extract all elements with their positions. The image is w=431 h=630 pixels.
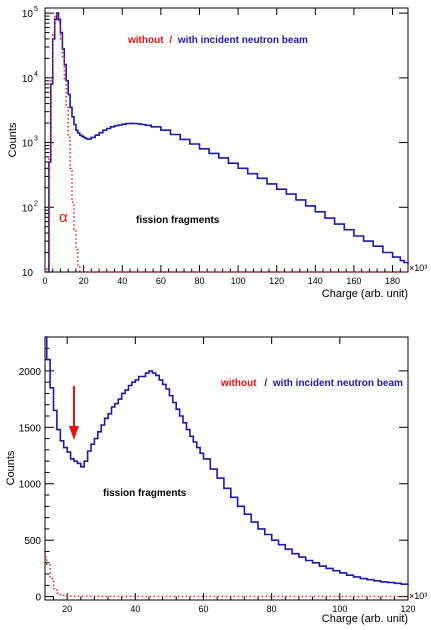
x-tick-label-bottom-0: 20 xyxy=(62,604,72,614)
x-tick-label-top-9: 180 xyxy=(385,276,400,286)
x-tick-label-top-4: 80 xyxy=(194,276,204,286)
legend-without-bottom: without xyxy=(220,378,257,389)
x-axis-label-top: Charge (arb. unit) xyxy=(322,288,408,300)
y-tick-label-top-4: 10 xyxy=(22,9,34,20)
plot-frame-bottom xyxy=(44,336,409,601)
y-tick-label-top-3: 10 xyxy=(22,74,34,85)
x-tick-label-top-2: 40 xyxy=(117,276,127,286)
y-axis-label-top: Counts xyxy=(7,122,19,157)
y-tick-label-bottom-2: 1000 xyxy=(19,480,42,491)
series-bottom-without xyxy=(45,556,408,598)
legend-without-top: without xyxy=(127,35,164,46)
y-tick-label-bottom-1: 500 xyxy=(24,536,41,547)
x-exponent-top: ×10³ xyxy=(409,263,427,273)
x-tick-label-top-0: 0 xyxy=(42,276,47,286)
legend-top: without / with incident neutron beam xyxy=(127,35,308,46)
y-tick-label-top-0: 10 xyxy=(22,268,34,279)
x-tick-label-bottom-4: 100 xyxy=(332,604,347,614)
y-tick-exp-top-4: 5 xyxy=(34,6,38,13)
legend-with-bottom: with incident neutron beam xyxy=(272,378,403,389)
legend-separator-bottom: / xyxy=(264,378,267,389)
x-tick-label-top-3: 60 xyxy=(156,276,166,286)
x-tick-label-bottom-3: 80 xyxy=(267,604,277,614)
x-ticks-top: 0 20 40 60 80 100 120 140 160 180 xyxy=(42,8,401,286)
y-tick-label-bottom-3: 1500 xyxy=(19,423,42,434)
y-ticks-bottom: 0 500 1000 1500 2000 xyxy=(19,347,408,604)
x-tick-label-bottom-2: 60 xyxy=(198,604,208,614)
y-tick-label-top-2: 10 xyxy=(22,139,34,150)
x-tick-label-top-5: 100 xyxy=(231,276,246,286)
x-tick-label-top-6: 120 xyxy=(269,276,284,286)
x-tick-label-top-7: 140 xyxy=(308,276,323,286)
y-tick-label-bottom-0: 0 xyxy=(35,593,41,604)
x-tick-label-top-1: 20 xyxy=(79,276,89,286)
x-tick-label-top-8: 160 xyxy=(346,276,361,286)
y-tick-exp-top-3: 4 xyxy=(34,71,38,78)
y-tick-exp-top-1: 2 xyxy=(34,200,38,207)
y-axis-label-bottom: Counts xyxy=(5,450,17,485)
x-axis-label-bottom: Charge (arb. unit) xyxy=(322,613,408,625)
dip-arrow-head xyxy=(68,426,79,440)
legend-with-top: with incident neutron beam xyxy=(177,35,308,46)
series-top-without xyxy=(45,13,408,273)
x-exponent-bottom: ×10³ xyxy=(409,591,427,601)
y-tick-label-top-1: 10 xyxy=(22,203,34,214)
x-tick-label-bottom-1: 40 xyxy=(130,604,140,614)
x-tick-label-bottom-5: 120 xyxy=(400,604,415,614)
fission-annotation-bottom: fission fragments xyxy=(103,488,187,499)
y-tick-label-bottom-4: 2000 xyxy=(19,367,42,378)
chart-bottom: 20 40 60 80 100 120 0 500 1000 1500 2000 Counts C… xyxy=(5,336,427,625)
series-bottom xyxy=(45,336,409,598)
alpha-annotation: α xyxy=(59,209,68,226)
x-ticks-bottom: 20 40 60 80 100 120 xyxy=(53,337,416,614)
legend-separator-top: / xyxy=(169,35,172,46)
dip-arrow xyxy=(68,386,79,440)
series-top-with xyxy=(45,12,409,273)
series-bottom-with xyxy=(45,336,409,586)
series-top xyxy=(45,12,409,273)
y-tick-exp-top-2: 3 xyxy=(34,136,38,143)
legend-bottom: without / with incident neutron beam xyxy=(220,378,403,389)
fission-annotation-top: fission fragments xyxy=(136,215,220,226)
